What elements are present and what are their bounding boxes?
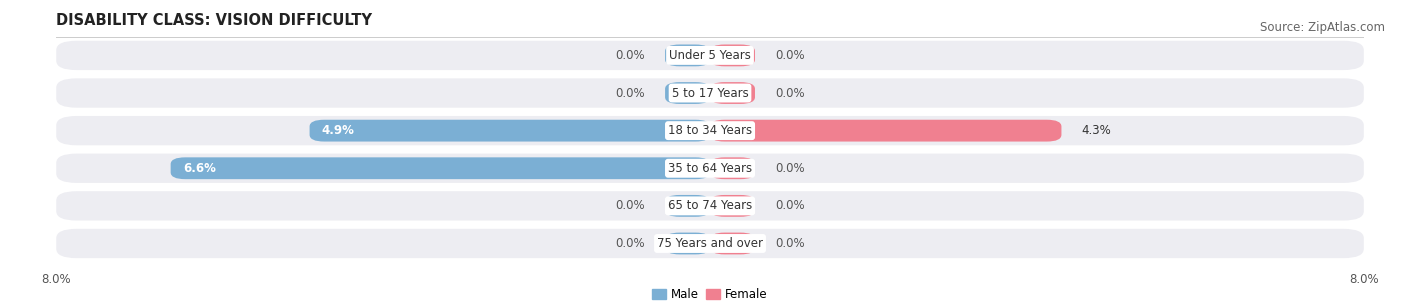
FancyBboxPatch shape bbox=[56, 191, 1364, 221]
Text: 65 to 74 Years: 65 to 74 Years bbox=[668, 199, 752, 212]
Text: DISABILITY CLASS: VISION DIFFICULTY: DISABILITY CLASS: VISION DIFFICULTY bbox=[56, 13, 373, 28]
Text: 6.6%: 6.6% bbox=[183, 162, 215, 175]
FancyBboxPatch shape bbox=[170, 157, 710, 179]
FancyBboxPatch shape bbox=[56, 154, 1364, 183]
Text: 0.0%: 0.0% bbox=[776, 87, 806, 99]
Text: 18 to 34 Years: 18 to 34 Years bbox=[668, 124, 752, 137]
FancyBboxPatch shape bbox=[56, 116, 1364, 145]
Text: 0.0%: 0.0% bbox=[776, 199, 806, 212]
FancyBboxPatch shape bbox=[710, 82, 755, 104]
FancyBboxPatch shape bbox=[665, 45, 710, 66]
Text: 0.0%: 0.0% bbox=[776, 237, 806, 250]
FancyBboxPatch shape bbox=[665, 82, 710, 104]
Text: 4.3%: 4.3% bbox=[1081, 124, 1112, 137]
FancyBboxPatch shape bbox=[309, 120, 710, 142]
Text: 5 to 17 Years: 5 to 17 Years bbox=[672, 87, 748, 99]
FancyBboxPatch shape bbox=[665, 195, 710, 217]
FancyBboxPatch shape bbox=[56, 78, 1364, 108]
FancyBboxPatch shape bbox=[710, 157, 755, 179]
FancyBboxPatch shape bbox=[56, 229, 1364, 258]
Text: 0.0%: 0.0% bbox=[776, 162, 806, 175]
Text: 0.0%: 0.0% bbox=[614, 199, 644, 212]
FancyBboxPatch shape bbox=[710, 120, 1062, 142]
Text: Source: ZipAtlas.com: Source: ZipAtlas.com bbox=[1260, 21, 1385, 34]
FancyBboxPatch shape bbox=[710, 195, 755, 217]
FancyBboxPatch shape bbox=[56, 41, 1364, 70]
FancyBboxPatch shape bbox=[665, 233, 710, 254]
Text: 0.0%: 0.0% bbox=[614, 49, 644, 62]
Text: 0.0%: 0.0% bbox=[614, 87, 644, 99]
Text: 4.9%: 4.9% bbox=[322, 124, 354, 137]
Text: 0.0%: 0.0% bbox=[614, 237, 644, 250]
FancyBboxPatch shape bbox=[710, 45, 755, 66]
Text: 75 Years and over: 75 Years and over bbox=[657, 237, 763, 250]
Text: 35 to 64 Years: 35 to 64 Years bbox=[668, 162, 752, 175]
FancyBboxPatch shape bbox=[710, 233, 755, 254]
Text: 0.0%: 0.0% bbox=[776, 49, 806, 62]
Legend: Male, Female: Male, Female bbox=[648, 284, 772, 305]
Text: Under 5 Years: Under 5 Years bbox=[669, 49, 751, 62]
